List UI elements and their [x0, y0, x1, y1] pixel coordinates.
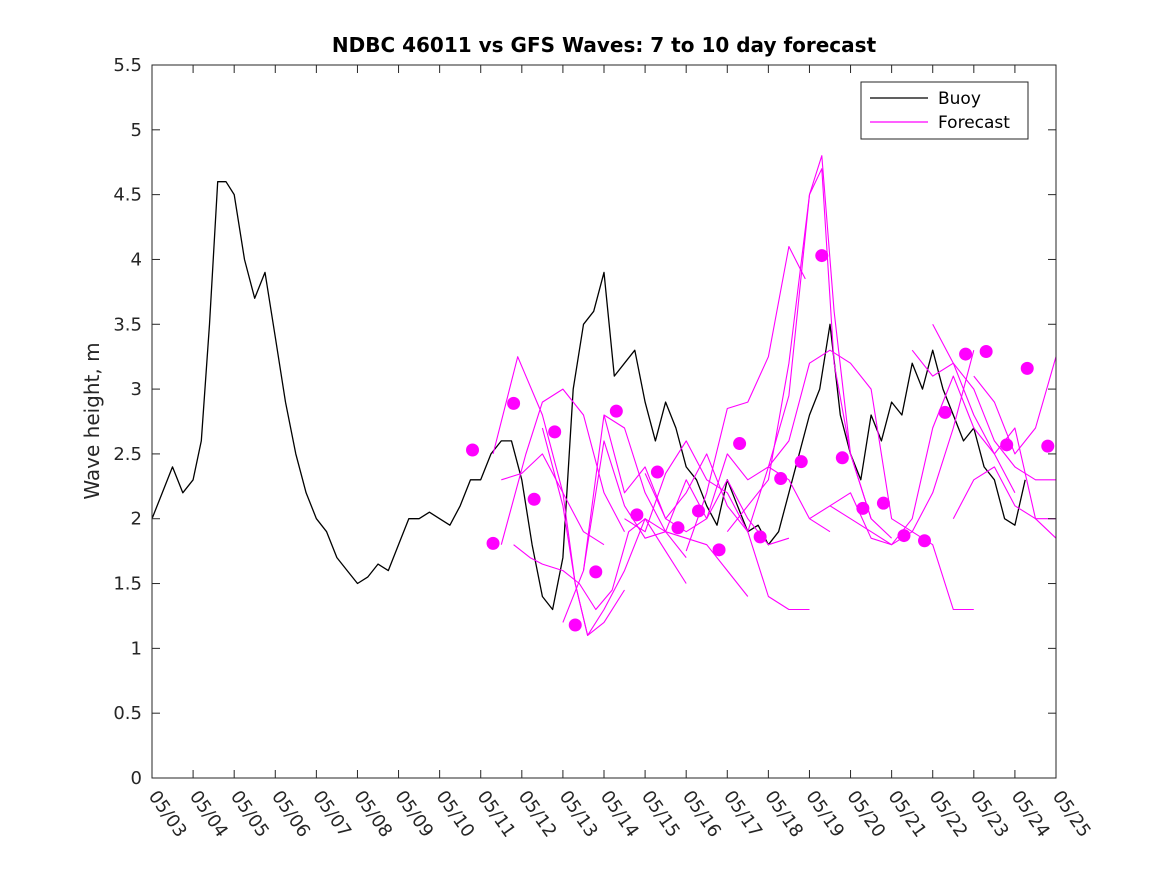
y-tick-label: 1	[131, 638, 142, 659]
forecast-marker	[568, 618, 582, 632]
forecast-marker	[938, 405, 952, 419]
y-axis-label: Wave height, m	[80, 342, 104, 499]
forecast-marker	[466, 443, 480, 457]
y-tick-label: 2.5	[113, 444, 142, 465]
forecast-marker	[733, 437, 747, 451]
forecast-series-line-17	[911, 349, 1056, 481]
forecast-marker	[507, 396, 521, 410]
forecast-marker	[794, 455, 808, 469]
forecast-series-line-4	[513, 518, 687, 611]
forecast-marker	[815, 249, 829, 263]
forecast-marker	[897, 529, 911, 543]
forecast-series-line-13	[726, 168, 892, 539]
forecast-series-line-19	[973, 356, 1057, 455]
y-tick-label: 4.5	[113, 185, 142, 206]
legend-forecast-label: Forecast	[938, 113, 1010, 133]
forecast-series-line-12	[706, 155, 872, 519]
forecast-series-line-11	[685, 245, 806, 552]
y-tick-label: 2	[131, 509, 142, 530]
y-tick-label: 4	[131, 249, 142, 270]
legend-buoy-label: Buoy	[938, 89, 981, 109]
forecast-series-line-2	[500, 388, 625, 545]
forecast-marker	[856, 501, 870, 515]
forecast-marker	[486, 536, 500, 550]
forecast-marker	[959, 347, 973, 361]
y-tick-label: 3	[131, 379, 142, 400]
forecast-marker	[548, 425, 562, 439]
forecast-marker	[630, 508, 644, 522]
y-tick-label: 5.5	[113, 55, 142, 76]
forecast-series-line-1	[501, 453, 605, 546]
forecast-marker	[979, 344, 993, 358]
y-tick-label: 3.5	[113, 314, 142, 335]
forecast-marker	[1041, 439, 1055, 453]
legend-box	[860, 81, 1029, 140]
series-layer	[151, 155, 1057, 636]
legend: Buoy Forecast	[860, 81, 1029, 140]
forecast-series-line-14	[767, 349, 974, 611]
forecast-marker	[589, 565, 603, 579]
plot-area	[152, 65, 1056, 778]
forecast-series-line-3	[492, 356, 625, 636]
y-tick-label: 1.5	[113, 574, 142, 595]
forecast-marker	[1000, 438, 1014, 452]
forecast-marker	[918, 534, 932, 548]
forecast-marker	[774, 472, 788, 486]
y-tick-label: 0.5	[113, 703, 142, 724]
chart-title: NDBC 46011 vs GFS Waves: 7 to 10 day for…	[332, 33, 877, 57]
forecast-marker	[671, 521, 685, 535]
forecast-series-line-7	[582, 414, 749, 597]
forecast-marker	[650, 465, 664, 479]
forecast-series-line-20	[952, 466, 1057, 539]
forecast-series-line-6	[562, 440, 708, 623]
forecast-marker	[835, 451, 849, 465]
forecast-marker	[876, 496, 890, 510]
forecast-marker	[527, 492, 541, 506]
y-tick-label: 0	[131, 768, 142, 789]
forecast-series-line-5	[541, 427, 687, 636]
forecast-marker	[609, 404, 623, 418]
forecast-marker	[712, 543, 726, 557]
forecast-marker	[753, 530, 767, 544]
forecast-series-line-16	[829, 375, 1016, 546]
marker-layer	[466, 249, 1055, 632]
forecast-marker	[692, 504, 706, 518]
y-tick-label: 5	[131, 120, 142, 141]
forecast-marker	[1020, 361, 1034, 375]
